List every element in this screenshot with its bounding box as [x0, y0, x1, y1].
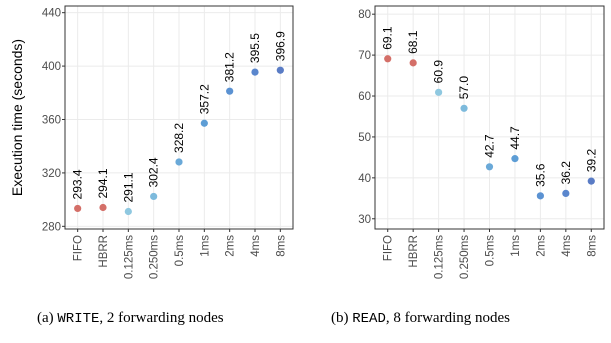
data-point-b-1 [409, 59, 417, 67]
y-tick-label-a-0: 280 [42, 221, 61, 233]
x-tick-label-b-7: 4ms [561, 235, 573, 257]
x-tick-label-a-1: HBRR [98, 235, 110, 268]
data-point-a-8 [276, 66, 284, 74]
y-tick-label-b-2: 50 [358, 132, 371, 144]
x-tick-label-a-4: 0.5ms [174, 235, 186, 267]
caption-b: (b) READ, 8 forwarding nodes [331, 310, 510, 327]
data-label-b-3: 57.0 [457, 76, 471, 100]
y-tick-label-b-0: 30 [358, 214, 371, 226]
y-tick-label-b-5: 80 [358, 9, 371, 21]
x-tick-label-a-6: 2ms [225, 235, 237, 257]
data-point-b-4 [485, 163, 494, 171]
data-point-b-7 [562, 189, 570, 198]
data-label-a-5: 357.2 [197, 84, 211, 114]
data-label-b-8: 39.2 [584, 148, 598, 172]
data-label-b-7: 36.2 [559, 161, 573, 185]
caption-a-suffix: , 2 forwarding nodes [99, 310, 224, 326]
data-label-a-1: 294.1 [96, 168, 110, 198]
data-label-a-4: 328.2 [172, 123, 186, 153]
data-point-a-5 [200, 119, 208, 127]
x-tick-label-b-8: 8ms [586, 235, 598, 257]
data-point-b-2 [435, 88, 443, 96]
y-tick-label-b-4: 70 [358, 50, 371, 62]
x-tick-label-b-1: HBRR [408, 235, 420, 268]
data-label-b-5: 44.7 [508, 126, 522, 150]
y-tick-label-a-4: 440 [42, 8, 61, 20]
x-tick-label-a-0: FIFO [73, 235, 85, 261]
y-tick-label-b-1: 40 [358, 173, 371, 185]
data-label-b-0: 69.1 [381, 26, 395, 50]
data-label-a-3: 302.4 [147, 157, 161, 187]
data-point-a-0 [74, 204, 82, 213]
y-tick-label-b-3: 60 [358, 91, 371, 103]
data-point-a-4 [175, 158, 183, 166]
data-point-b-0 [384, 55, 392, 63]
caption-a-prefix: (a) [37, 310, 58, 326]
data-point-a-2 [124, 207, 132, 216]
data-label-b-4: 42.7 [483, 134, 497, 158]
x-tick-label-b-6: 2ms [535, 235, 547, 257]
data-label-b-1: 68.1 [406, 30, 420, 54]
data-label-a-0: 293.4 [71, 169, 85, 199]
data-label-b-2: 60.9 [432, 60, 446, 84]
x-tick-label-a-7: 4ms [250, 235, 262, 257]
x-tick-label-a-2: 0.125ms [123, 235, 135, 279]
caption-b-suffix: , 8 forwarding nodes [385, 310, 510, 326]
data-point-a-7 [251, 68, 259, 76]
x-tick-label-b-5: 1ms [510, 235, 522, 257]
data-point-a-6 [226, 87, 234, 95]
y-tick-label-a-1: 320 [42, 168, 61, 180]
data-label-b-6: 35.6 [533, 163, 547, 187]
data-point-a-3 [150, 192, 158, 201]
caption-a: (a) WRITE, 2 forwarding nodes [37, 310, 224, 327]
data-point-b-6 [536, 192, 544, 200]
caption-b-prefix: (b) [331, 310, 353, 326]
data-point-a-1 [99, 203, 107, 212]
x-tick-label-b-3: 0.250ms [459, 235, 471, 279]
y-axis-title-a: Execution time (seconds) [9, 39, 25, 196]
x-tick-label-a-8: 8ms [275, 235, 287, 257]
x-tick-label-b-2: 0.125ms [434, 235, 446, 279]
data-label-a-8: 396.9 [273, 31, 287, 61]
x-tick-label-b-4: 0.5ms [485, 235, 497, 267]
x-tick-label-a-5: 1ms [199, 235, 211, 257]
data-point-b-5 [511, 155, 519, 163]
caption-b-mode: READ [352, 311, 386, 327]
caption-a-mode: WRITE [57, 311, 100, 327]
y-tick-label-a-3: 400 [42, 61, 61, 73]
data-label-a-7: 395.5 [248, 33, 262, 63]
x-tick-label-b-0: FIFO [383, 235, 395, 261]
y-tick-label-a-2: 360 [42, 115, 61, 127]
data-point-b-8 [587, 177, 595, 185]
data-label-a-6: 381.2 [223, 52, 237, 82]
data-point-b-3 [460, 104, 468, 112]
data-label-a-2: 291.1 [121, 172, 135, 202]
x-tick-label-a-3: 0.250ms [149, 235, 161, 279]
